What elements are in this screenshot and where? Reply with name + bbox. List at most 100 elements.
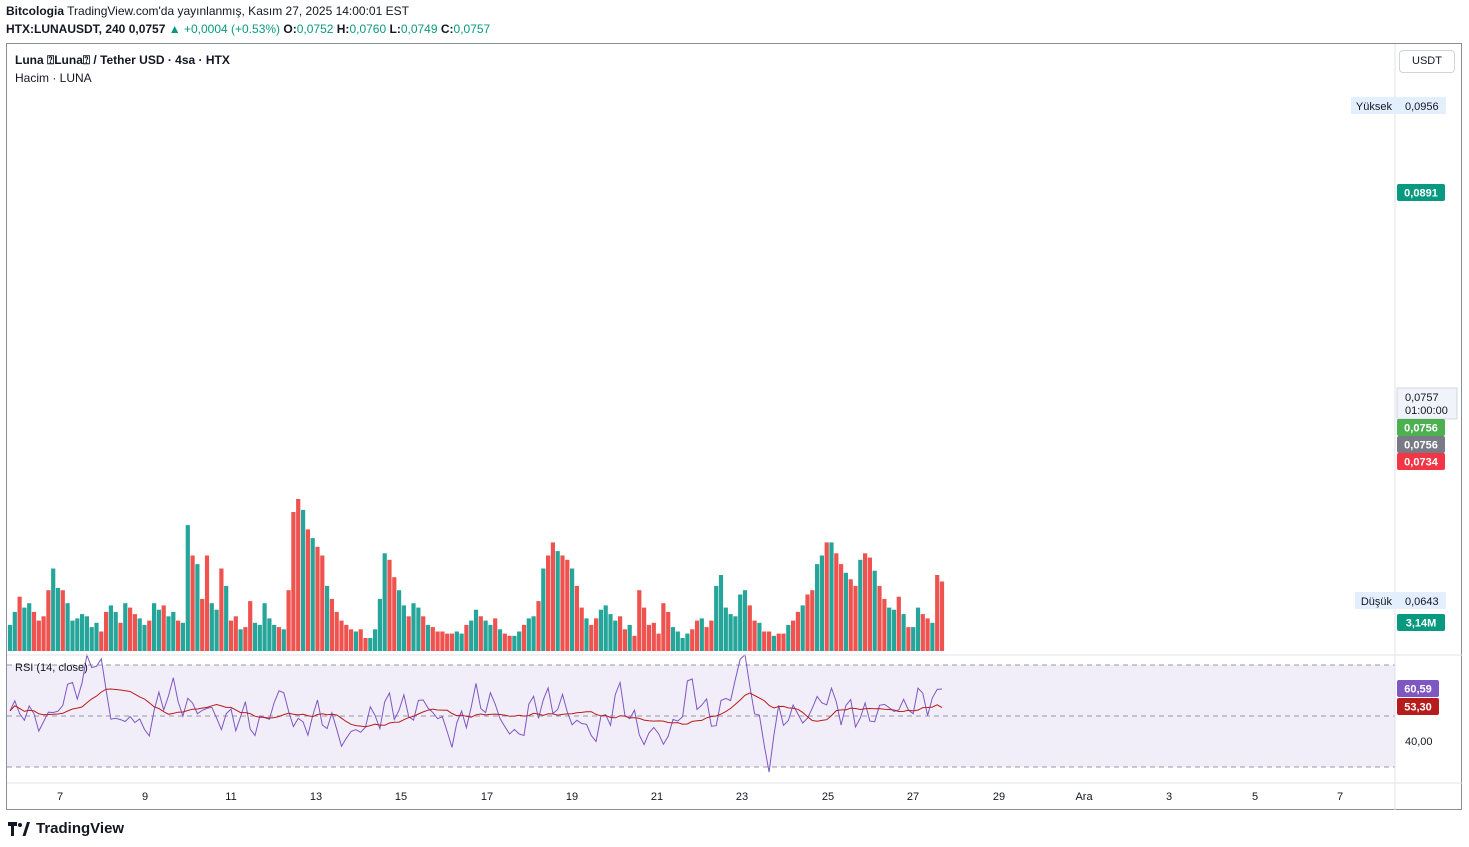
volume-bar [373, 629, 378, 651]
rsi-legend[interactable]: RSI (14, close) [15, 662, 88, 674]
chart-header-line2: HTX:LUNAUSDT, 240 0,0757 ▲ +0,0004 (+0.5… [6, 22, 490, 36]
low-value: 0,0749 [400, 22, 438, 36]
x-axis-tick: 19 [566, 791, 578, 803]
volume-bar [305, 529, 310, 651]
volume-bar [296, 499, 301, 651]
volume-bar [104, 611, 109, 651]
volume-bar [406, 616, 411, 651]
entry-price-tag-text: 0,0756 [1404, 423, 1438, 435]
volume-bar [555, 551, 560, 651]
high-label: H: [336, 22, 350, 36]
volume-bar [742, 590, 748, 651]
volume-bar [325, 585, 330, 651]
x-axis-tick: 9 [142, 791, 148, 803]
target-price-tag-text: 0,0891 [1404, 188, 1438, 200]
volume-bar [882, 598, 887, 651]
volume-bar [757, 622, 762, 651]
volume-bar [469, 620, 474, 651]
volume-bar [901, 614, 906, 651]
volume-bar [815, 564, 820, 651]
volume-bar [891, 609, 897, 651]
volume-bar [911, 627, 916, 651]
volume-bar [661, 603, 666, 651]
high-label: Yüksek [1356, 101, 1393, 113]
volume-bar [872, 570, 877, 651]
volume-bar [920, 614, 925, 651]
volume-bar [142, 624, 147, 651]
symbol-legend[interactable]: Luna ⍰Luna⍰ / Tether USD · 4sa · HTX [15, 53, 230, 67]
x-axis-tick: 15 [395, 791, 407, 803]
volume-bar [795, 611, 800, 651]
volume-bar [560, 555, 565, 651]
volume-bar [310, 538, 315, 651]
tradingview-logo-icon [8, 821, 30, 836]
volume-bar [767, 631, 772, 651]
volume-bar [257, 624, 262, 651]
volume-bar [195, 564, 200, 651]
volume-bar [36, 620, 41, 651]
low-value: 0,0643 [1405, 596, 1439, 608]
volume-bar [123, 603, 128, 651]
volume-bar [329, 598, 334, 651]
volume-bar [939, 581, 945, 651]
author-name[interactable]: Bitcologia [6, 4, 65, 18]
volume-bar [94, 622, 99, 651]
volume-bar [89, 627, 94, 651]
volume-bar [752, 620, 757, 651]
volume-bar [392, 577, 397, 651]
volume-bar [507, 635, 512, 651]
volume-bar [459, 633, 464, 651]
volume-bar [27, 603, 32, 651]
volume-bar [200, 598, 205, 651]
symbol-label: HTX:LUNAUSDT, 240 [6, 22, 126, 36]
volume-bar [637, 590, 642, 651]
volume-bar [618, 616, 623, 651]
volume-bar [622, 629, 627, 651]
volume-bar [550, 542, 555, 651]
rsi-ma-value-tag: 53,30 [1397, 698, 1439, 715]
x-axis-tick: 17 [481, 791, 493, 803]
volume-bar [512, 635, 517, 651]
volume-bar [368, 638, 373, 651]
volume-bar [690, 629, 695, 651]
volume-bar [281, 629, 286, 651]
volume-bar [228, 620, 234, 651]
tradingview-logo[interactable]: TradingView [8, 820, 124, 837]
x-axis-tick: 13 [310, 791, 322, 803]
volume-bar [473, 609, 479, 651]
volume-bar [848, 579, 853, 651]
volume-bar [113, 611, 118, 651]
volume-bar [651, 622, 656, 651]
currency-button[interactable]: USDT [1399, 50, 1455, 73]
chart-header-line1: Bitcologia TradingView.com'da yayınlanmı… [6, 4, 409, 18]
volume-bar [497, 629, 503, 651]
volume-bar [478, 616, 483, 651]
volume-legend[interactable]: Hacim · LUNA [15, 71, 92, 85]
volume-bar [546, 555, 551, 651]
volume-bar [252, 622, 258, 651]
volume-bar [411, 603, 416, 651]
volume-bar [219, 568, 224, 651]
low-label-bg [1355, 592, 1446, 609]
high-value: 0,0760 [349, 22, 387, 36]
volume-bar [416, 607, 421, 651]
volume-bar [80, 614, 85, 651]
volume-bar [214, 609, 219, 651]
volume-bar [454, 631, 459, 651]
volume-bar [166, 616, 171, 651]
countdown-value: 01:00:00 [1405, 405, 1448, 417]
volume-bar [632, 635, 637, 651]
volume-bar [819, 555, 824, 651]
volume-bar [824, 542, 829, 651]
volume-bar [666, 611, 671, 651]
x-axis-tick: 29 [993, 791, 1005, 803]
volume-bar [75, 618, 80, 651]
volume-bar [896, 596, 901, 651]
x-axis-tick: 11 [225, 791, 236, 803]
volume-bar [248, 601, 253, 651]
volume-bar [31, 611, 37, 651]
volume-bar [449, 633, 455, 651]
volume-bar [531, 616, 536, 651]
volume-bar [387, 559, 392, 651]
